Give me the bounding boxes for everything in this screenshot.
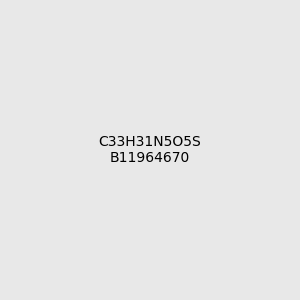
Text: C33H31N5O5S
B11964670: C33H31N5O5S B11964670 (99, 135, 201, 165)
